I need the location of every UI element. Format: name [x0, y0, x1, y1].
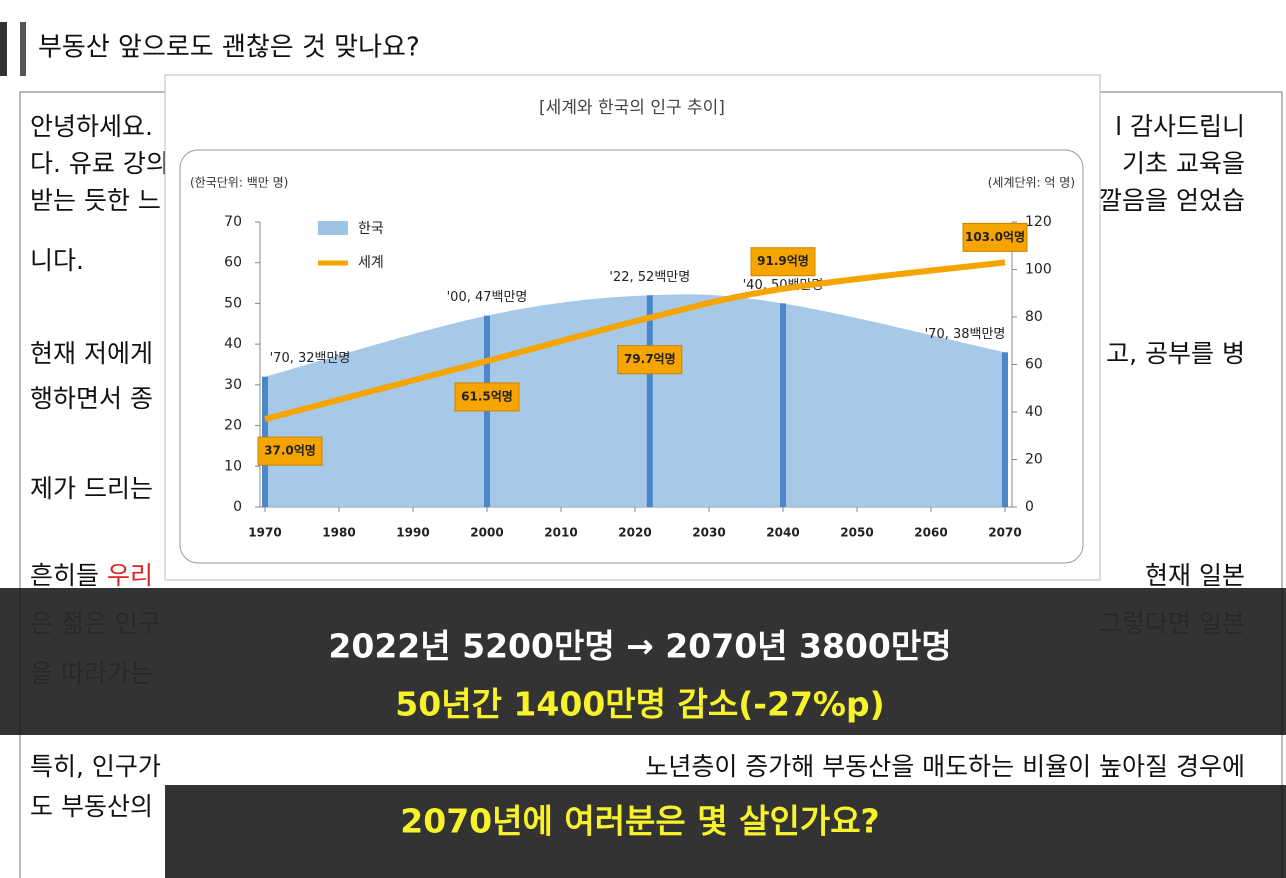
- text-run: 행하면서 종: [30, 384, 153, 413]
- korea-bar: [780, 303, 786, 507]
- korea-label: '70, 32백만명: [270, 351, 351, 366]
- chart-title: [세계와 한국의 인구 추이]: [539, 98, 725, 118]
- y-unit-label: (한국단위: 백만 명): [190, 176, 288, 190]
- x-tick-label: 1980: [322, 526, 355, 540]
- y-tick-label: 60: [224, 255, 242, 271]
- x-tick-label: 1970: [248, 526, 281, 540]
- y-tick-label: 30: [224, 377, 242, 393]
- subtitle: 2070년에 여러분은 몇 살인가요?: [400, 802, 879, 841]
- legend-swatch: [318, 221, 348, 235]
- highlight-run: 우리: [107, 561, 153, 590]
- korea-area: [265, 294, 1005, 507]
- document-line: 기초 교육을: [1122, 149, 1245, 178]
- document-line: 제가 드리는: [30, 474, 153, 503]
- text-run: 안녕하세요.: [30, 112, 153, 141]
- x-tick-label: 2040: [766, 526, 799, 540]
- document-line: 노년층이 증가해 부동산을 매도하는 비율이 높아질 경우에: [645, 752, 1245, 781]
- y2-unit-label: (세계단위: 억 명): [988, 176, 1075, 190]
- korea-bar: [646, 295, 653, 507]
- world-label-box: [962, 222, 1028, 252]
- subtitles: 2022년 5200만명 → 2070년 3800만명 50년간 1400만명 감…: [0, 588, 1286, 878]
- x-tick-label: 2030: [692, 526, 725, 540]
- document-line: 현재 저에게: [30, 339, 153, 368]
- world-label: 79.7억명: [624, 352, 676, 366]
- world-label: 91.9억명: [757, 254, 809, 268]
- document-line: 다. 유료 강의: [30, 149, 169, 178]
- x-tick-label: 1990: [396, 526, 429, 540]
- y-tick-label: 0: [233, 499, 242, 515]
- x-tick-label: 2070: [988, 526, 1021, 540]
- text-run: 제가 드리는: [30, 474, 153, 503]
- header-bar: [20, 22, 26, 76]
- document-line: 깔음을 얻었습: [1099, 186, 1245, 215]
- world-label-box: [617, 345, 683, 375]
- y2-tick-label: 100: [1025, 262, 1052, 278]
- text-run: 다. 유료 강의: [30, 149, 169, 178]
- x-tick-label: 2000: [470, 526, 503, 540]
- text-run: 흔히들: [30, 561, 107, 590]
- korea-label: '22, 52백만명: [609, 270, 690, 285]
- document-line: 안녕하세요.: [30, 112, 153, 141]
- text-run: 니다.: [30, 246, 84, 275]
- y-tick-label: 40: [224, 336, 242, 352]
- document-line: 현재 일본: [1145, 561, 1245, 590]
- document-line: 특히, 인구가: [30, 752, 161, 781]
- world-label: 103.0억명: [965, 230, 1025, 244]
- y2-tick-label: 20: [1025, 452, 1043, 468]
- subtitle-band: [165, 785, 1286, 878]
- y2-tick-label: 120: [1025, 214, 1052, 230]
- y-tick-label: 10: [224, 458, 242, 474]
- y2-tick-label: 60: [1025, 357, 1043, 373]
- document-line: 받는 듯한 느: [30, 186, 161, 215]
- header-bar: [0, 22, 7, 76]
- y-tick-label: 20: [224, 418, 242, 434]
- document-line: l 감사드립니: [1115, 112, 1245, 141]
- x-tick-label: 2020: [618, 526, 651, 540]
- y-tick-label: 50: [224, 295, 242, 311]
- text-run: 도 부동산의: [30, 792, 153, 821]
- y2-tick-label: 40: [1025, 404, 1043, 420]
- legend-label: 세계: [358, 255, 384, 271]
- document-line: 니다.: [30, 246, 84, 275]
- document-line: 도 부동산의: [30, 792, 153, 821]
- subtitle: 50년간 1400만명 감소(-27%p): [395, 685, 884, 724]
- korea-bar: [1002, 352, 1008, 507]
- y-tick-label: 70: [224, 214, 242, 230]
- y2-tick-label: 0: [1025, 499, 1034, 515]
- world-line: [264, 259, 1006, 423]
- text-run: 특히, 인구가: [30, 752, 161, 781]
- korea-label: '70, 38백만명: [925, 327, 1006, 342]
- x-tick-label: 2010: [544, 526, 577, 540]
- korea-label: '00, 47백만명: [447, 290, 528, 305]
- text-run: 현재 저에게: [30, 339, 153, 368]
- x-tick-label: 2060: [914, 526, 947, 540]
- world-label-box: [454, 382, 520, 412]
- text-run: 받는 듯한 느: [30, 186, 161, 215]
- subtitle-band: [0, 588, 1286, 735]
- document-line: 행하면서 종: [30, 384, 153, 413]
- y2-tick-label: 80: [1025, 309, 1043, 325]
- world-label: 37.0억명: [264, 444, 316, 458]
- world-label-box: [750, 247, 816, 277]
- header-title: 부동산 앞으로도 괜찮은 것 맞나요?: [38, 33, 420, 63]
- document-line: 흔히들 우리: [30, 561, 153, 590]
- document-line: 고, 공부를 병: [1106, 339, 1245, 368]
- subtitle: 2022년 5200만명 → 2070년 3800만명: [328, 627, 951, 666]
- world-label-box: [257, 436, 323, 466]
- legend-label: 한국: [358, 221, 384, 237]
- x-tick-label: 2050: [840, 526, 873, 540]
- world-label: 61.5억명: [461, 389, 513, 403]
